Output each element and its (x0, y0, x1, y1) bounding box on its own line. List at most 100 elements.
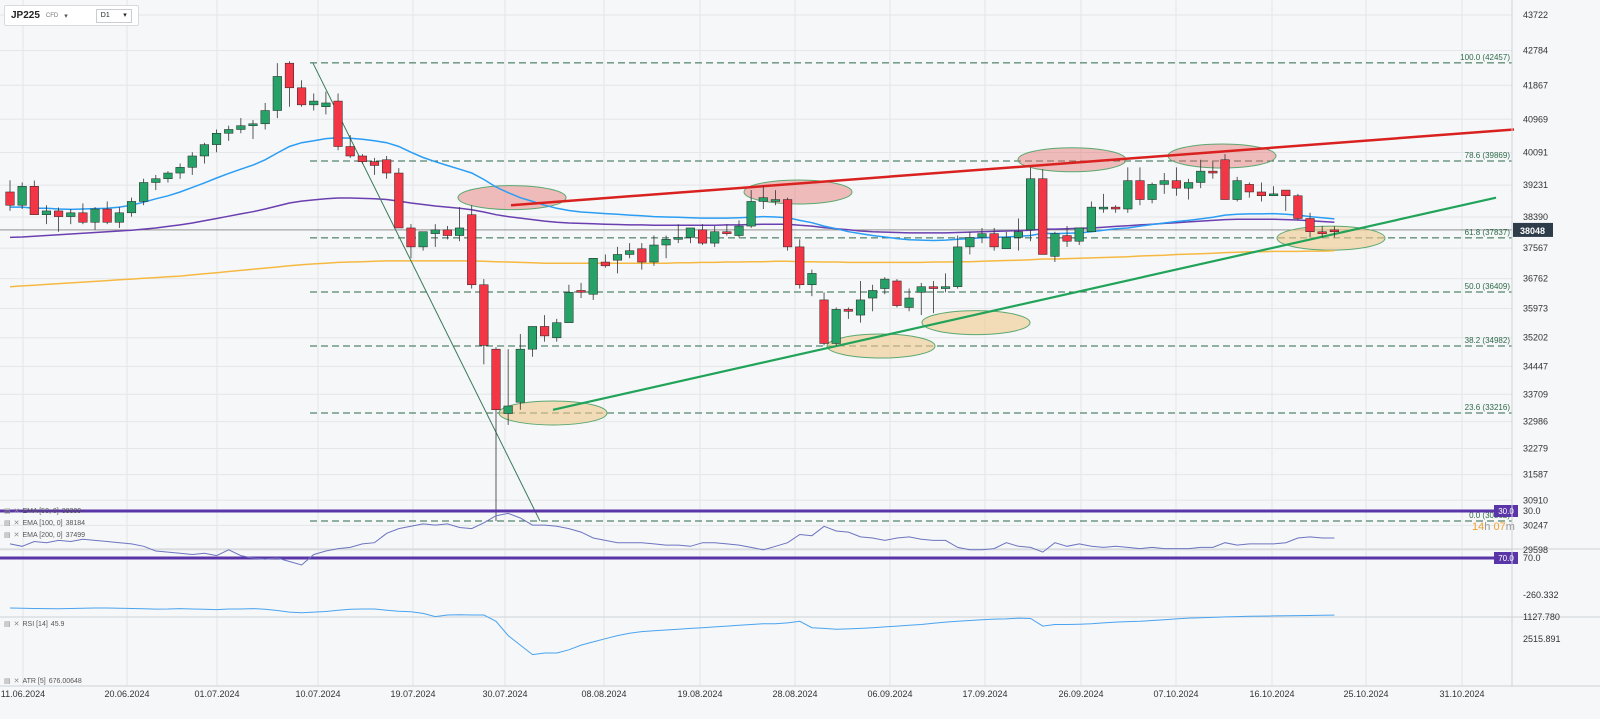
close-icon[interactable]: ✕ (13, 532, 20, 539)
candle[interactable] (418, 231, 428, 251)
candle[interactable] (880, 277, 890, 295)
candle[interactable] (1317, 226, 1327, 238)
candle[interactable] (612, 246, 623, 274)
candle[interactable] (843, 307, 853, 319)
candle[interactable] (564, 284, 574, 323)
candle[interactable] (807, 269, 817, 297)
price-axis[interactable]: 43722 42784 41867 40969 40091 39231 38390 37567… (1511, 0, 1553, 686)
candle[interactable] (66, 209, 76, 225)
candle[interactable] (5, 180, 15, 211)
candle[interactable] (503, 349, 513, 425)
candle[interactable] (309, 93, 319, 111)
candle[interactable] (297, 80, 307, 107)
candle[interactable] (467, 205, 477, 289)
candle[interactable] (345, 135, 355, 158)
symbol-label[interactable]: JP225 (11, 10, 40, 21)
candle[interactable] (284, 61, 294, 107)
settings-icon[interactable]: ▤ (4, 532, 11, 539)
candle[interactable] (1329, 226, 1339, 238)
candle[interactable] (1147, 182, 1157, 204)
candle[interactable] (491, 347, 501, 522)
settings-icon[interactable]: ▤ (4, 678, 11, 685)
candle[interactable] (904, 288, 914, 312)
candle[interactable] (90, 207, 100, 230)
candle[interactable] (175, 163, 185, 179)
candle[interactable] (540, 315, 550, 342)
candle[interactable] (17, 182, 27, 210)
candle[interactable] (1269, 186, 1279, 197)
candle[interactable] (1074, 227, 1084, 245)
candle[interactable] (54, 207, 64, 232)
candle[interactable] (333, 93, 343, 151)
candle[interactable] (1196, 159, 1206, 189)
candle[interactable] (357, 154, 367, 164)
candle[interactable] (953, 235, 963, 289)
candle[interactable] (552, 318, 562, 342)
candle[interactable] (722, 224, 732, 236)
candle[interactable] (102, 201, 112, 225)
chevron-down-icon[interactable]: ▾ (64, 12, 68, 20)
candle[interactable] (248, 120, 258, 139)
candle[interactable] (1305, 212, 1315, 238)
candle[interactable] (989, 227, 999, 251)
candle[interactable] (78, 203, 88, 225)
time-axis[interactable]: 11.06.2024 20.06.2024 01.07.2024 10.07.2024… (0, 685, 1600, 699)
candle[interactable] (734, 220, 744, 238)
candle[interactable] (1062, 226, 1072, 247)
support-trendline[interactable] (552, 196, 1497, 411)
candle[interactable] (1159, 173, 1169, 194)
candle[interactable] (685, 227, 695, 244)
candle[interactable] (637, 243, 647, 270)
candle[interactable] (272, 63, 282, 119)
candle[interactable] (1050, 231, 1060, 263)
candle[interactable] (941, 273, 951, 293)
candle[interactable] (151, 174, 161, 191)
candle[interactable] (916, 282, 926, 316)
candle[interactable] (382, 155, 392, 179)
candle[interactable] (139, 178, 149, 206)
candle[interactable] (795, 239, 805, 289)
candle[interactable] (928, 280, 938, 314)
candle[interactable] (770, 190, 781, 206)
candle[interactable] (29, 180, 39, 215)
candle[interactable] (1208, 161, 1218, 179)
settings-icon[interactable]: ▤ (4, 621, 11, 628)
candle[interactable] (1293, 193, 1303, 221)
candle[interactable] (527, 326, 538, 357)
candle[interactable] (576, 282, 586, 299)
candle[interactable] (758, 186, 768, 210)
timeframe-select[interactable]: D1 ▾ (95, 8, 132, 23)
candle[interactable] (977, 227, 987, 244)
candle[interactable] (1135, 167, 1145, 206)
candle[interactable] (965, 231, 975, 255)
candle[interactable] (892, 279, 902, 308)
candle[interactable] (673, 224, 683, 244)
close-icon[interactable]: ✕ (13, 621, 20, 628)
candle[interactable] (625, 243, 635, 259)
candle[interactable] (1001, 231, 1011, 250)
candle[interactable] (442, 226, 452, 240)
candle[interactable] (1171, 167, 1181, 196)
candle[interactable] (698, 224, 708, 245)
close-icon[interactable]: ✕ (13, 520, 20, 527)
candle[interactable] (661, 235, 671, 259)
candle[interactable] (187, 152, 197, 175)
candle[interactable] (236, 118, 246, 134)
candle[interactable] (588, 258, 598, 300)
candles-layer[interactable] (5, 61, 1339, 522)
candle[interactable] (394, 168, 404, 229)
candle[interactable] (1232, 176, 1242, 202)
candle[interactable] (855, 280, 866, 323)
candle[interactable] (1123, 167, 1133, 213)
candle[interactable] (1111, 205, 1121, 213)
candle[interactable] (819, 292, 829, 346)
swing-line[interactable] (312, 62, 541, 522)
candle[interactable] (746, 190, 756, 228)
candle[interactable] (224, 125, 234, 141)
candle[interactable] (199, 142, 209, 164)
candle[interactable] (600, 254, 610, 268)
candle[interactable] (369, 157, 380, 175)
settings-icon[interactable]: ▤ (4, 520, 11, 527)
candle[interactable] (41, 205, 52, 225)
